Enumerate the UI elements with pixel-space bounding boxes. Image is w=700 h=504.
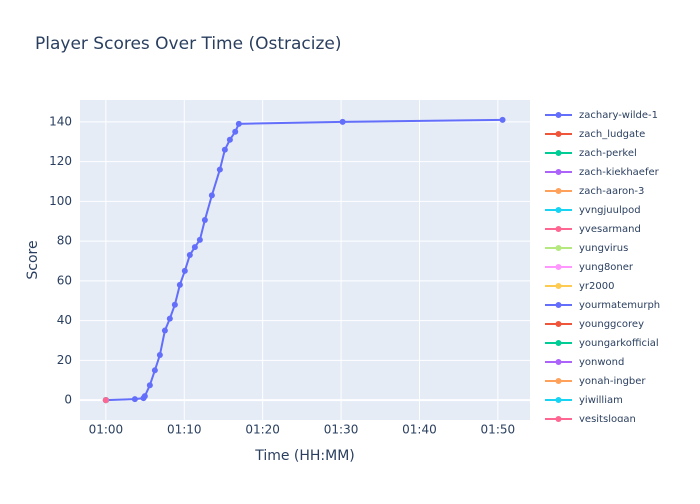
legend-label: zach-perkel xyxy=(579,148,637,159)
x-tick-label: 01:50 xyxy=(481,423,516,437)
legend-marker xyxy=(555,321,562,327)
legend-label: younggcorey xyxy=(579,319,644,330)
legend-marker xyxy=(555,188,562,194)
legend-marker xyxy=(555,378,562,384)
legend-label: yungvirus xyxy=(579,243,628,254)
legend-label: zach_ludgate xyxy=(579,129,645,140)
legend-label: yung8oner xyxy=(579,262,634,273)
data-point xyxy=(339,118,346,125)
legend-marker xyxy=(555,340,562,346)
legend-label: yiwilliam xyxy=(579,395,623,406)
legend-marker xyxy=(555,226,562,232)
y-axis-title: Score xyxy=(25,240,41,279)
legend-marker xyxy=(555,245,562,251)
legend-marker xyxy=(555,112,562,118)
legend-label: yonwond xyxy=(579,357,624,368)
legend-marker xyxy=(555,397,562,403)
data-point xyxy=(196,236,203,243)
data-point xyxy=(191,244,198,251)
plot-area xyxy=(80,100,530,420)
legend-marker xyxy=(555,416,562,422)
data-point xyxy=(131,396,138,403)
y-tick-label: 100 xyxy=(49,194,72,208)
legend-marker xyxy=(555,264,562,270)
legend-label: yourmatemurph xyxy=(579,300,660,311)
legend-label: yvesarmand xyxy=(579,224,641,235)
data-point xyxy=(166,315,173,322)
y-tick-label: 0 xyxy=(64,393,72,407)
data-point xyxy=(186,252,193,259)
data-point xyxy=(216,166,223,173)
legend-marker xyxy=(555,207,562,213)
x-tick-label: 01:30 xyxy=(324,423,359,437)
data-point xyxy=(221,146,228,153)
y-tick-label: 140 xyxy=(49,114,72,128)
data-point xyxy=(161,327,168,334)
data-point xyxy=(201,217,208,224)
data-point xyxy=(226,136,233,143)
legend-label: yr2000 xyxy=(579,281,614,292)
data-point xyxy=(181,267,188,274)
data-point xyxy=(208,192,215,199)
legend-label: zach-kiekhaefer xyxy=(579,167,660,178)
data-point xyxy=(171,301,178,308)
x-axis-title: Time (HH:MM) xyxy=(254,448,355,464)
y-tick-label: 20 xyxy=(57,353,72,367)
x-tick-label: 01:00 xyxy=(89,423,124,437)
legend-marker xyxy=(555,283,562,289)
data-point xyxy=(141,393,148,400)
legend-label: youngarkofficial xyxy=(579,338,659,349)
legend-label: yesitslogan xyxy=(579,414,636,425)
legend-label: yonah-ingber xyxy=(579,376,646,387)
legend-marker xyxy=(555,150,562,156)
legend-marker xyxy=(555,131,562,137)
data-point xyxy=(235,120,242,127)
data-point xyxy=(176,281,183,288)
x-tick-label: 01:20 xyxy=(245,423,280,437)
chart-title: Player Scores Over Time (Ostracize) xyxy=(35,34,342,54)
y-tick-label: 80 xyxy=(57,234,72,248)
x-tick-label: 01:10 xyxy=(167,423,202,437)
data-point xyxy=(156,352,163,359)
data-point xyxy=(102,397,109,404)
legend-label: zachary-wilde-1 xyxy=(579,110,658,121)
data-point xyxy=(146,382,153,389)
legend-label: yvngjuulpod xyxy=(579,205,641,216)
legend-marker xyxy=(555,302,562,308)
data-point xyxy=(151,367,158,374)
legend-marker xyxy=(555,169,562,175)
data-point xyxy=(232,128,239,135)
x-tick-label: 01:40 xyxy=(402,423,437,437)
data-point xyxy=(499,116,506,123)
y-tick-label: 40 xyxy=(57,313,72,327)
legend-label: zach-aaron-3 xyxy=(579,186,644,197)
y-tick-label: 60 xyxy=(57,273,72,287)
y-tick-label: 120 xyxy=(49,154,72,168)
legend-marker xyxy=(555,359,562,365)
